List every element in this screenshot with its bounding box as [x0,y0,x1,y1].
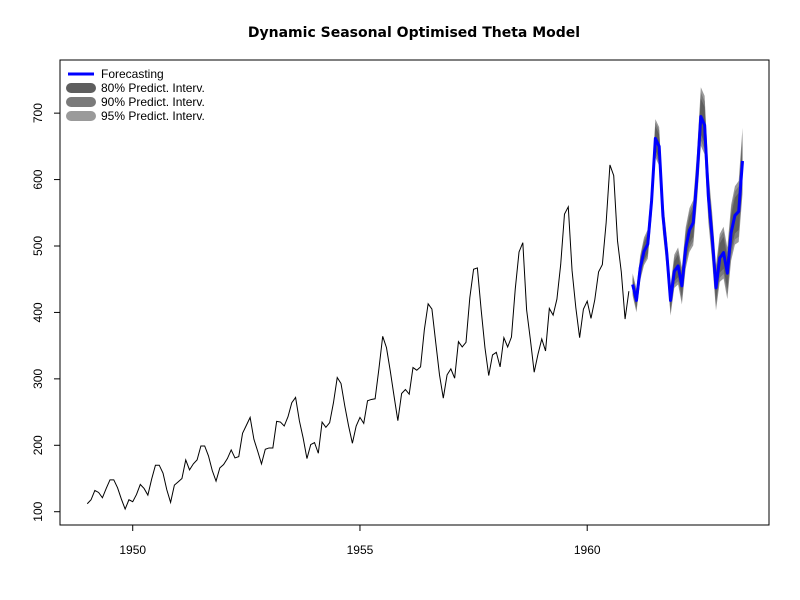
legend-forecasting-label: Forecasting [101,67,164,81]
y-tick-label: 400 [31,302,45,322]
y-tick-label: 300 [31,369,45,389]
legend-pi80-label: 80% Predict. Interv. [101,81,205,95]
x-tick-label: 1950 [119,543,146,557]
y-tick-label: 600 [31,169,45,189]
forecast-line [631,114,744,302]
y-tick-label: 200 [31,435,45,455]
chart-title: Dynamic Seasonal Optimised Theta Model [248,25,580,41]
y-tick-label: 500 [31,236,45,256]
plot-frame [59,59,770,526]
y-axis: 100 200 300 400 500 600 700 [31,103,61,522]
legend-pi90-label: 90% Predict. Interv. [101,95,205,109]
x-tick-label: 1955 [347,543,374,557]
x-axis: 1950 1955 1960 [119,524,601,557]
series-lines [86,114,744,511]
legend-pi95-label: 95% Predict. Interv. [101,109,205,123]
y-tick-label: 100 [31,501,45,521]
pi80-band [632,98,743,310]
history-line [86,164,630,511]
y-tick-label: 700 [31,103,45,123]
x-tick-label: 1960 [574,543,601,557]
legend: Forecasting 80% Predict. Interv. 90% Pre… [66,67,205,123]
prediction-interval-bands [632,87,743,316]
